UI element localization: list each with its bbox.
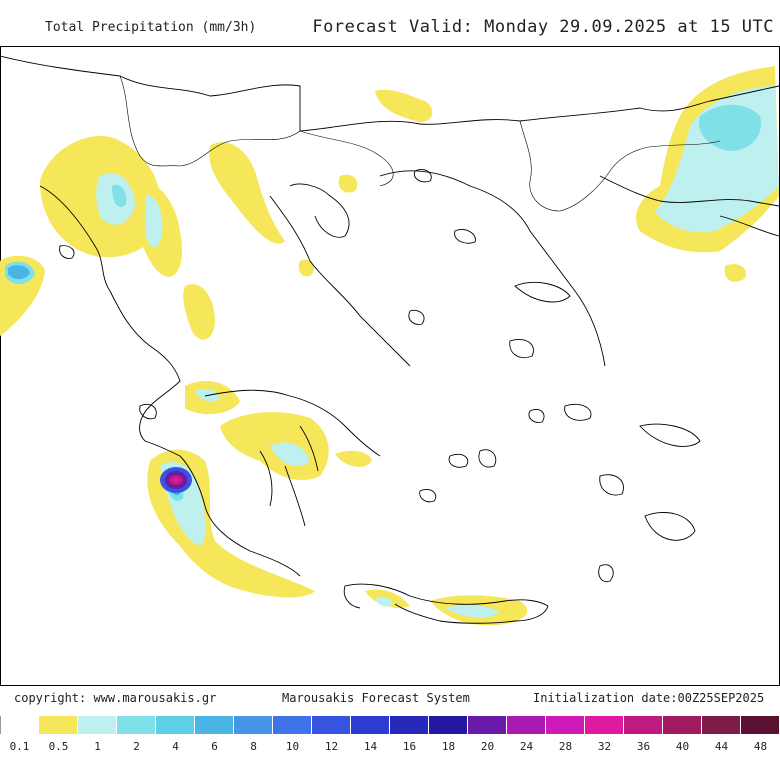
coastlines — [0, 55, 780, 624]
legend-label: 1 — [94, 740, 101, 753]
legend-swatch — [39, 716, 78, 734]
legend-swatch — [312, 716, 351, 734]
legend-label: 44 — [714, 740, 729, 753]
product-title: Total Precipitation (mm/3h) — [45, 20, 257, 35]
legend-swatch — [468, 716, 507, 734]
legend-swatch — [741, 716, 780, 734]
copyright-text: copyright: www.marousakis.gr — [14, 691, 217, 705]
legend-swatch — [702, 716, 741, 734]
precipitation-map — [0, 46, 780, 686]
system-name: Marousakis Forecast System — [282, 691, 470, 705]
legend-label: 4 — [172, 740, 179, 753]
legend-label: 48 — [753, 740, 768, 753]
map-header: Total Precipitation (mm/3h) Forecast Val… — [0, 0, 780, 46]
legend-swatch — [585, 716, 624, 734]
legend-swatch — [195, 716, 234, 734]
legend-label: 36 — [636, 740, 651, 753]
legend-swatch — [429, 716, 468, 734]
legend-swatch — [390, 716, 429, 734]
legend-swatch — [663, 716, 702, 734]
legend-label: 10 — [285, 740, 300, 753]
color-legend — [0, 716, 780, 734]
legend-swatch — [234, 716, 273, 734]
precip-peak — [160, 467, 192, 493]
legend-label: 18 — [441, 740, 456, 753]
forecast-time: Monday 29.09.2025 at 15 UTC — [484, 17, 774, 37]
legend-label: 12 — [324, 740, 339, 753]
legend-label: 40 — [675, 740, 690, 753]
legend-swatch — [117, 716, 156, 734]
forecast-valid: Forecast Valid: Monday 29.09.2025 at 15 … — [312, 17, 774, 37]
initialization-date: Initialization date:00Z25SEP2025 — [533, 691, 765, 705]
legend-label: 8 — [250, 740, 257, 753]
legend-swatch — [0, 716, 39, 734]
legend-swatch — [78, 716, 117, 734]
legend-label: 2 — [133, 740, 140, 753]
legend-label: 32 — [597, 740, 612, 753]
legend-labels: 0.1 0.5 1 2 4 6 8 10 12 14 16 18 20 24 28 32 36 40 44 48 — [0, 740, 780, 760]
legend-label: 20 — [480, 740, 495, 753]
legend-swatch — [624, 716, 663, 734]
legend-label: 16 — [402, 740, 417, 753]
legend-swatch — [507, 716, 546, 734]
legend-swatch — [351, 716, 390, 734]
legend-label: 0.1 — [9, 740, 30, 753]
legend-label: 28 — [558, 740, 573, 753]
legend-label: 14 — [363, 740, 378, 753]
map-footer: copyright: www.marousakis.gr Marousakis … — [0, 688, 780, 710]
legend-swatch — [546, 716, 585, 734]
legend-label: 24 — [519, 740, 534, 753]
legend-label: 6 — [211, 740, 218, 753]
legend-swatch — [273, 716, 312, 734]
forecast-label: Forecast Valid: — [312, 17, 474, 37]
legend-swatch — [156, 716, 195, 734]
legend-label: 0.5 — [48, 740, 69, 753]
country-borders — [119, 75, 721, 212]
